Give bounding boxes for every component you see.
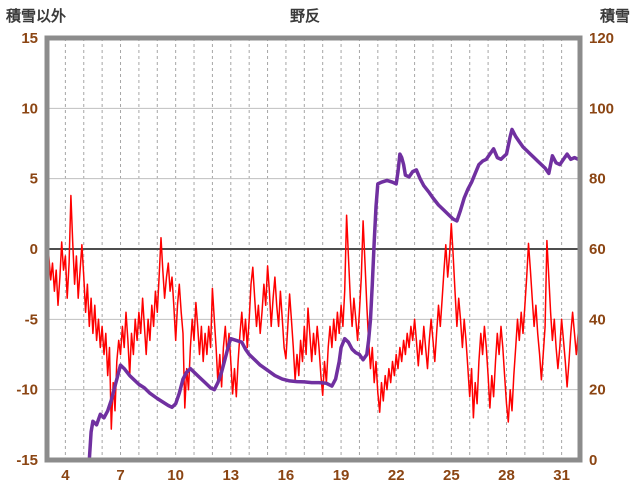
- x-axis-tick: 25: [443, 467, 460, 484]
- left-axis-tick: -15: [16, 452, 38, 469]
- chart-title: 野反: [289, 8, 320, 25]
- right-axis-title: 積雪: [599, 8, 630, 25]
- left-axis-tick: -5: [25, 311, 38, 328]
- right-axis-tick: 120: [589, 30, 614, 47]
- left-axis-tick: 5: [30, 171, 38, 188]
- x-axis-tick: 16: [278, 467, 295, 484]
- plot-border: [44, 35, 583, 463]
- left-axis-tick: 10: [21, 100, 38, 117]
- x-axis-tick: 28: [498, 467, 515, 484]
- x-axis-tick: 19: [333, 467, 350, 484]
- x-axis-tick: 22: [388, 467, 405, 484]
- right-axis-tick: 60: [589, 241, 606, 258]
- x-axis-tick: 13: [222, 467, 239, 484]
- x-axis-tick: 10: [167, 467, 184, 484]
- right-axis-tick: 100: [589, 100, 614, 117]
- right-axis-tick: 0: [589, 452, 597, 469]
- left-axis-title: 積雪以外: [6, 8, 67, 25]
- right-axis-tick: 20: [589, 382, 606, 399]
- left-axis-tick: -10: [16, 382, 38, 399]
- left-axis-tick: 15: [21, 30, 38, 47]
- x-axis-tick: 31: [553, 467, 570, 484]
- x-axis-tick: 4: [61, 467, 70, 484]
- snow-depth-line: [45, 127, 582, 462]
- temperature-line: [46, 194, 581, 430]
- right-axis-tick: 80: [589, 171, 606, 188]
- left-axis-tick: 0: [30, 241, 38, 258]
- right-axis-tick: 40: [589, 311, 606, 328]
- x-axis-tick: 7: [116, 467, 124, 484]
